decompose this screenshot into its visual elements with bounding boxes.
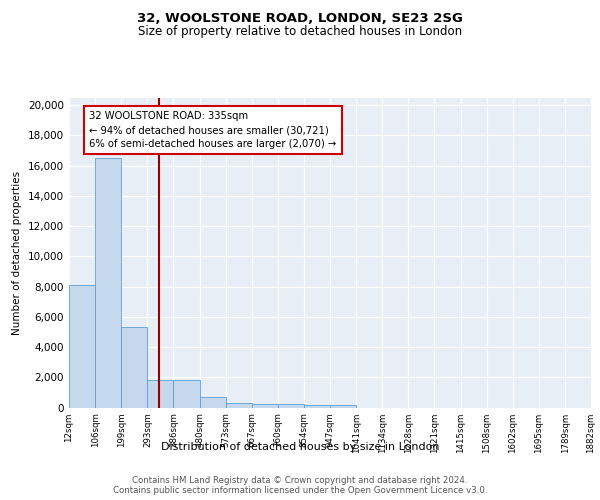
Y-axis label: Number of detached properties: Number of detached properties xyxy=(13,170,22,334)
Text: Contains HM Land Registry data © Crown copyright and database right 2024.
Contai: Contains HM Land Registry data © Crown c… xyxy=(113,476,487,495)
Bar xyxy=(226,403,252,407)
Bar xyxy=(69,285,95,408)
Bar xyxy=(278,404,304,407)
Bar xyxy=(173,380,200,407)
Text: Size of property relative to detached houses in London: Size of property relative to detached ho… xyxy=(138,25,462,38)
Bar xyxy=(121,328,148,407)
Text: 32 WOOLSTONE ROAD: 335sqm
← 94% of detached houses are smaller (30,721)
6% of se: 32 WOOLSTONE ROAD: 335sqm ← 94% of detac… xyxy=(89,111,337,149)
Bar xyxy=(95,158,121,408)
Bar xyxy=(200,397,226,407)
Text: Distribution of detached houses by size in London: Distribution of detached houses by size … xyxy=(161,442,439,452)
Bar xyxy=(252,404,278,407)
Bar xyxy=(330,405,356,407)
Bar xyxy=(148,380,173,407)
Bar xyxy=(304,405,330,407)
Text: 32, WOOLSTONE ROAD, LONDON, SE23 2SG: 32, WOOLSTONE ROAD, LONDON, SE23 2SG xyxy=(137,12,463,26)
